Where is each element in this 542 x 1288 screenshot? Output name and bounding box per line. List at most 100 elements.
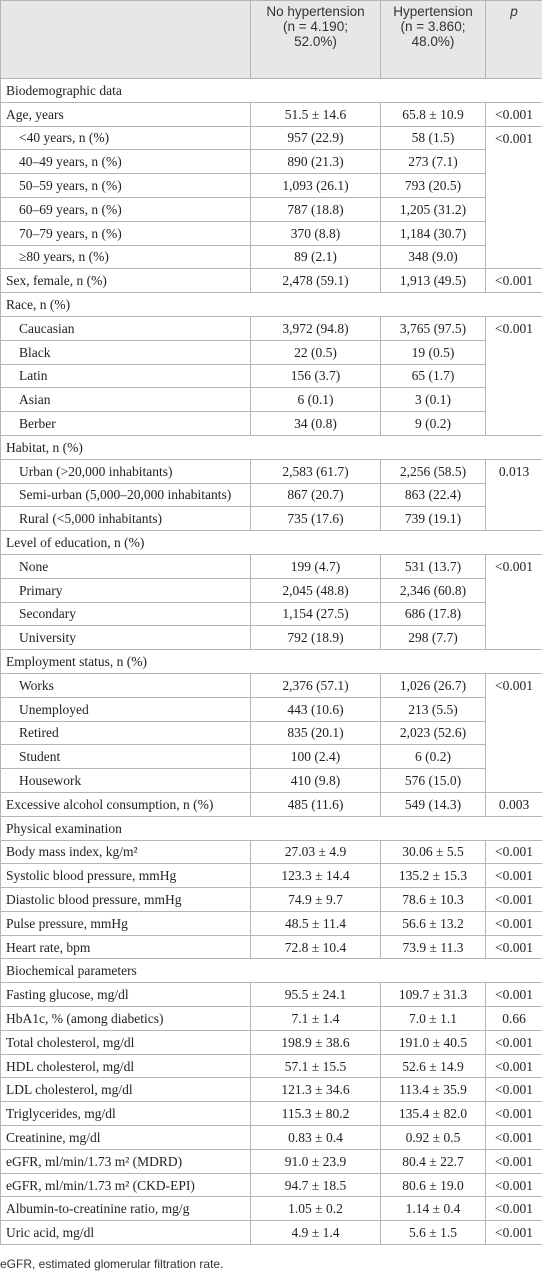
table-row: 50–59 years, n (%) 1,093 (26.1) 793 (20.5)	[0, 173, 542, 198]
row-label: Student	[0, 744, 251, 770]
value-cell: 348 (9.0)	[380, 244, 486, 270]
table-row: Black 22 (0.5) 19 (0.5)	[0, 339, 542, 365]
table-body: Biodemographic data Age, years 51.5 ± 14.6…	[0, 78, 542, 1246]
row-label: <40 years, n (%)	[0, 125, 251, 151]
row-label: Systolic blood pressure, mmHg	[0, 863, 251, 889]
table-row: <40 years, n (%) 957 (22.9) 58 (1.5) <0.001	[0, 125, 542, 270]
value-cell: 58 (1.5)	[380, 125, 486, 151]
row-label: Age, years	[0, 101, 251, 127]
value-cell: <0.001	[485, 982, 542, 1008]
group-label: Employment status, n (%)	[0, 649, 542, 674]
value-cell: 48.5 ± 11.4	[250, 910, 381, 936]
value-cell: <0.001	[485, 1101, 542, 1127]
value-cell: 0.66	[485, 1006, 542, 1031]
row-label: Unemployed	[0, 696, 251, 722]
table-row: eGFR, ml/min/1.73 m² (MDRD) 91.0 ± 23.9 80…	[0, 1148, 542, 1174]
value-cell: <0.001	[485, 1172, 542, 1198]
value-cell: 95.5 ± 24.1	[250, 982, 381, 1008]
value-cell: 2,256 (58.5)	[380, 458, 486, 484]
group-label: Habitat, n (%)	[0, 434, 542, 460]
value-cell: <0.001	[485, 1077, 542, 1103]
value-cell: 531 (13.7)	[380, 553, 486, 579]
table-row: 70–79 years, n (%) 370 (8.8) 1,184 (30.7)	[0, 220, 542, 246]
table-row: Age, years 51.5 ± 14.6 65.8 ± 10.9 <0.001	[0, 101, 542, 127]
value-cell: 2,023 (52.6)	[380, 720, 486, 746]
row-label: None	[0, 553, 251, 579]
row-label: Pulse pressure, mmHg	[0, 910, 251, 936]
row-label: Excessive alcohol consumption, n (%)	[0, 791, 251, 817]
table-row: HbA1c, % (among diabetics) 7.1 ± 1.4 7.0 ±…	[0, 1006, 542, 1031]
value-cell: <0.001	[485, 1196, 542, 1222]
table-row: Triglycerides, mg/dl 115.3 ± 80.2 135.4 ± …	[0, 1101, 542, 1127]
row-label: HbA1c, % (among diabetics)	[0, 1006, 251, 1031]
row-label: Total cholesterol, mg/dl	[0, 1029, 251, 1055]
table-row: Housework 410 (9.8) 576 (15.0)	[0, 768, 542, 793]
table-row: Unemployed 443 (10.6) 213 (5.5)	[0, 696, 542, 722]
p-value: <0.001	[485, 672, 542, 793]
table-row: Asian 6 (0.1) 3 (0.1)	[0, 387, 542, 413]
value-cell: 7.0 ± 1.1	[380, 1006, 486, 1031]
value-cell: 792 (18.9)	[250, 625, 381, 651]
row-label: Secondary	[0, 601, 251, 627]
p-value: <0.001	[485, 553, 542, 651]
value-cell: <0.001	[485, 1125, 542, 1150]
value-cell: 739 (19.1)	[380, 506, 486, 532]
value-cell: 2,346 (60.8)	[380, 577, 486, 603]
table-row: Caucasian 3,972 (94.8) 3,765 (97.5) <0.001	[0, 315, 542, 436]
section-row: Biochemical parameters	[0, 958, 542, 984]
value-cell: 100 (2.4)	[250, 744, 381, 770]
table-row: Heart rate, bpm 72.8 ± 10.4 73.9 ± 11.3 <0.…	[0, 934, 542, 960]
group-label: Level of education, n (%)	[0, 530, 542, 555]
value-cell: 2,376 (57.1)	[250, 672, 381, 698]
value-cell: 94.7 ± 18.5	[250, 1172, 381, 1198]
value-cell: 191.0 ± 40.5	[380, 1029, 486, 1055]
value-cell: 298 (7.7)	[380, 625, 486, 651]
value-cell: <0.001	[485, 910, 542, 936]
row-label: Fasting glucose, mg/dl	[0, 982, 251, 1008]
table-row: Berber 34 (0.8) 9 (0.2)	[0, 411, 542, 436]
table-row: Uric acid, mg/dl 4.9 ± 1.4 5.6 ± 1.5 <0.001	[0, 1220, 542, 1246]
value-cell: 198.9 ± 38.6	[250, 1029, 381, 1055]
group-row: Level of education, n (%)	[0, 530, 542, 555]
row-label: University	[0, 625, 251, 651]
value-cell: 65 (1.7)	[380, 363, 486, 389]
value-cell: 80.6 ± 19.0	[380, 1172, 486, 1198]
value-cell: 273 (7.1)	[380, 149, 486, 175]
value-cell: 835 (20.1)	[250, 720, 381, 746]
value-cell: 2,478 (59.1)	[250, 268, 381, 294]
value-cell: 0.003	[485, 791, 542, 817]
value-cell: 135.4 ± 82.0	[380, 1101, 486, 1127]
header-cell: p	[485, 0, 542, 79]
value-cell: 52.6 ± 14.9	[380, 1053, 486, 1079]
row-label: ≥80 years, n (%)	[0, 244, 251, 270]
value-cell: 213 (5.5)	[380, 696, 486, 722]
group-row: Habitat, n (%)	[0, 434, 542, 460]
value-cell: 56.6 ± 13.2	[380, 910, 486, 936]
row-label: Creatinine, mg/dl	[0, 1125, 251, 1150]
table-row: eGFR, ml/min/1.73 m² (CKD-EPI) 94.7 ± 18.…	[0, 1172, 542, 1198]
data-table: No hypertension (n = 4.190; 52.0%) Hyperten…	[0, 0, 542, 1246]
row-label: eGFR, ml/min/1.73 m² (MDRD)	[0, 1148, 251, 1174]
section-row: Biodemographic data	[0, 78, 542, 103]
row-label: Asian	[0, 387, 251, 413]
value-cell: 793 (20.5)	[380, 173, 486, 198]
value-cell: 80.4 ± 22.7	[380, 1148, 486, 1174]
value-cell: 735 (17.6)	[250, 506, 381, 532]
value-cell: 1,026 (26.7)	[380, 672, 486, 698]
value-cell: 576 (15.0)	[380, 768, 486, 793]
table-row: None 199 (4.7) 531 (13.7) <0.001	[0, 553, 542, 651]
table-row: Creatinine, mg/dl 0.83 ± 0.4 0.92 ± 0.5 <0.…	[0, 1125, 542, 1150]
row-label: HDL cholesterol, mg/dl	[0, 1053, 251, 1079]
row-label: 70–79 years, n (%)	[0, 220, 251, 246]
value-cell: 91.0 ± 23.9	[250, 1148, 381, 1174]
footnote: eGFR, estimated glomerular filtration ra…	[0, 1257, 224, 1272]
value-cell: 1,093 (26.1)	[250, 173, 381, 198]
table-row: Primary 2,045 (48.8) 2,346 (60.8)	[0, 577, 542, 603]
value-cell: 123.3 ± 14.4	[250, 863, 381, 889]
value-cell: 115.3 ± 80.2	[250, 1101, 381, 1127]
value-cell: 27.03 ± 4.9	[250, 839, 381, 865]
header-cell: Hypertension (n = 3.860; 48.0%)	[380, 0, 486, 79]
value-cell: 6 (0.1)	[250, 387, 381, 413]
table-row: Total cholesterol, mg/dl 198.9 ± 38.6 191.…	[0, 1029, 542, 1055]
